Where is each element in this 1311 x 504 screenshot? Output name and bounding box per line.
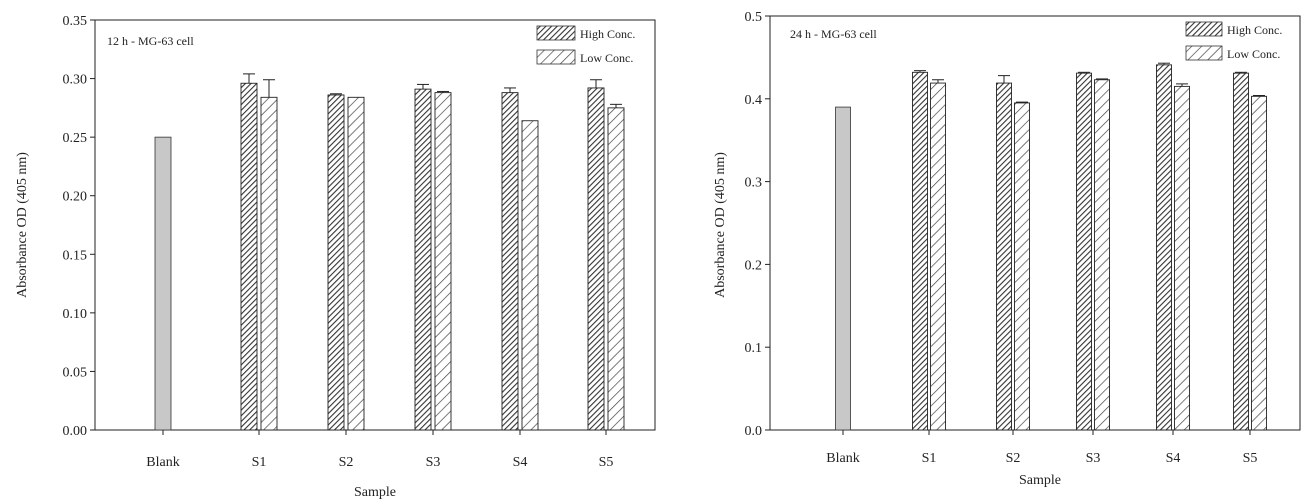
x-tick-label: Blank	[146, 455, 179, 470]
y-tick-label: 0.5	[745, 10, 763, 25]
x-axis-label: Sample	[1019, 473, 1061, 488]
x-tick-label: S3	[1086, 451, 1101, 466]
x-axis: Blank S1 S2 S3 S4 S5	[146, 430, 613, 470]
panel-label: 24 h - MG-63 cell	[790, 27, 877, 41]
legend-swatch-low	[1185, 45, 1223, 61]
plot-area-frame	[94, 19, 656, 431]
x-axis: Blank S1 S2 S3 S4 S5	[826, 430, 1257, 466]
bar-low-s4	[1174, 85, 1190, 431]
panel-label: 12 h - MG-63 cell	[107, 34, 194, 48]
y-tick-label: 0.1	[745, 341, 763, 356]
x-tick-label: S1	[252, 455, 267, 470]
bar-high-s4	[1156, 64, 1172, 431]
y-tick-label: 0.10	[63, 307, 88, 322]
bar-high-s1	[912, 71, 928, 431]
legend-label-low: Low Conc.	[580, 51, 633, 65]
bar-low-s3	[434, 92, 452, 431]
legend-swatch-low	[536, 49, 576, 65]
bar-blank	[835, 106, 851, 431]
y-axis-label: Absorbance OD (405 nm)	[15, 152, 30, 298]
bar-low-s1	[260, 96, 278, 431]
y-tick-label: 0.15	[63, 248, 88, 263]
legend-swatch-high	[1185, 21, 1223, 37]
x-tick-label: S4	[513, 455, 528, 470]
y-tick-label: 0.2	[745, 258, 763, 273]
y-tick-label: 0.05	[63, 365, 88, 380]
bar-low-s2	[1014, 102, 1030, 431]
bar-low-s5	[607, 107, 625, 431]
y-tick-label: 0.20	[63, 190, 88, 205]
legend-label-high: High Conc.	[580, 27, 635, 41]
bar-high-s5	[1233, 72, 1249, 431]
y-tick-label: 0.30	[63, 73, 88, 88]
x-tick-label: S2	[339, 455, 354, 470]
y-tick-label: 0.3	[745, 176, 763, 191]
y-tick-label: 0.0	[745, 424, 763, 439]
bar-low-s1	[930, 82, 946, 431]
bar-high-s2	[327, 94, 345, 431]
bar-low-s3	[1094, 79, 1110, 431]
bar-high-s3	[1076, 72, 1092, 431]
bar-low-s5	[1251, 95, 1267, 431]
x-tick-label: S2	[1006, 451, 1021, 466]
bar-high-s1	[240, 82, 258, 431]
x-tick-label: S1	[922, 451, 937, 466]
y-tick-label: 0.00	[63, 424, 88, 439]
bars	[154, 73, 625, 431]
legend-label-low: Low Conc.	[1227, 47, 1280, 61]
legend-swatch-high	[536, 25, 576, 41]
x-tick-label: S4	[1166, 451, 1181, 466]
chart-24h: 0.0 0.1 0.2 0.3 0.4 0.5 Blank S1 S2 S3 S4 S5 24 h …	[713, 10, 1301, 488]
x-tick-label: Blank	[826, 451, 859, 466]
plot-area-frame	[769, 15, 1301, 431]
bar-low-s4	[521, 120, 539, 431]
bar-high-s5	[587, 87, 605, 431]
legend: High Conc. Low Conc.	[536, 25, 635, 65]
y-tick-label: 0.4	[745, 93, 763, 108]
legend: High Conc. Low Conc.	[1185, 21, 1282, 61]
chart-12h: 0.00 0.05 0.10 0.15 0.20 0.25 0.30 0.35 Blank S1…	[15, 14, 656, 500]
y-axis: 0.00 0.05 0.10 0.15 0.20 0.25 0.30 0.35	[63, 14, 95, 439]
y-axis: 0.0 0.1 0.2 0.3 0.4 0.5	[745, 10, 770, 439]
x-tick-label: S3	[426, 455, 441, 470]
bars	[835, 62, 1267, 431]
y-axis-label: Absorbance OD (405 nm)	[713, 152, 728, 298]
y-tick-label: 0.35	[63, 14, 88, 29]
bar-high-s3	[414, 88, 432, 431]
x-tick-label: S5	[1243, 451, 1258, 466]
y-tick-label: 0.25	[63, 131, 88, 146]
bar-high-s2	[996, 82, 1012, 431]
bar-low-s2	[347, 96, 365, 431]
legend-label-high: High Conc.	[1227, 23, 1282, 37]
x-tick-label: S5	[599, 455, 614, 470]
bar-blank	[154, 136, 172, 431]
x-axis-label: Sample	[354, 485, 396, 500]
bar-high-s4	[501, 92, 519, 431]
